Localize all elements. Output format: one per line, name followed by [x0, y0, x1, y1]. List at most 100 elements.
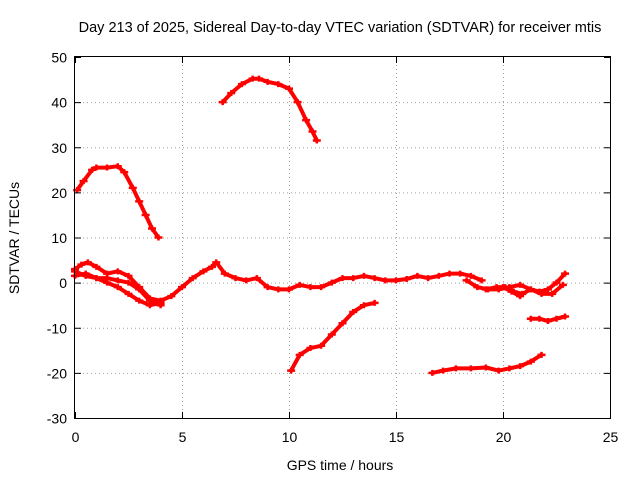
data-point [526, 315, 535, 322]
data-point [317, 342, 326, 349]
y-tick-label: 10 [51, 230, 67, 246]
y-tick-label: -10 [47, 320, 67, 336]
data-point [199, 268, 208, 275]
data-point [327, 279, 336, 286]
data-point [178, 284, 186, 291]
data-point [561, 313, 570, 320]
data-point [154, 234, 163, 241]
data-point [456, 270, 465, 277]
data-point [81, 272, 90, 279]
data-point [306, 284, 315, 291]
data-point [135, 286, 144, 293]
data-point [218, 99, 227, 106]
data-point [167, 293, 176, 300]
x-tick-label: 5 [179, 429, 187, 445]
data-point [295, 351, 304, 358]
data-point [535, 288, 544, 295]
data-point [274, 81, 283, 88]
data-point [285, 85, 293, 92]
data-point [207, 263, 216, 270]
data-point [212, 259, 221, 266]
data-point [338, 275, 347, 282]
data-point [516, 281, 525, 288]
data-point [308, 128, 317, 135]
data-point [424, 275, 433, 282]
data-point [255, 75, 264, 82]
chart-title: Day 213 of 2025, Sidereal Day-to-day VTE… [79, 20, 602, 36]
data-point [124, 290, 133, 297]
data-point [88, 166, 97, 173]
data-point [274, 286, 283, 293]
data-point [92, 275, 101, 282]
grid-lines [75, 57, 610, 418]
data-point [494, 367, 503, 374]
data-point [242, 277, 251, 284]
y-tick-label: 30 [51, 140, 67, 156]
data-point [141, 211, 150, 218]
x-tick-label: 0 [72, 429, 80, 445]
data-point [113, 163, 122, 170]
data-point [124, 279, 133, 286]
y-tick-label: 40 [51, 95, 67, 111]
data-point [83, 259, 92, 266]
data-point [124, 272, 133, 279]
data-point [113, 284, 122, 291]
data-point [552, 315, 561, 322]
data-point [135, 198, 144, 205]
data-point [293, 99, 302, 106]
data-point [558, 281, 567, 288]
data-point [148, 225, 157, 232]
axis-ticks [75, 57, 611, 419]
data-point [103, 275, 112, 282]
data-point [220, 270, 229, 277]
data-point [466, 365, 475, 372]
data-point [543, 286, 552, 293]
data-point [103, 164, 112, 171]
x-axis-title: GPS time / hours [287, 457, 394, 473]
data-point [428, 369, 437, 376]
data-point [349, 308, 358, 315]
y-tick-label: -20 [47, 365, 67, 381]
data-point [79, 178, 88, 185]
data-point [561, 270, 570, 277]
y-axis-title: SDTVAR / TECUs [6, 182, 22, 294]
data-point [77, 261, 86, 268]
data-point [434, 272, 443, 279]
data-point [507, 288, 516, 295]
data-point [312, 137, 321, 144]
data-point [481, 364, 490, 371]
x-tick-label: 25 [603, 429, 619, 445]
data-point [392, 277, 400, 284]
data-point [113, 277, 122, 284]
data-point [263, 284, 272, 291]
plot-frame [74, 56, 611, 419]
data-point [285, 286, 293, 293]
data-point [445, 270, 454, 277]
data-point [505, 365, 514, 372]
data-point [349, 275, 358, 282]
data-point [462, 277, 471, 284]
data-point [145, 297, 154, 304]
data-point [537, 351, 546, 358]
x-tick-label: 10 [282, 429, 298, 445]
data-point [252, 275, 261, 282]
x-tick-label: 20 [496, 429, 512, 445]
data-point [543, 317, 552, 324]
data-point [552, 279, 561, 286]
data-point [402, 276, 411, 283]
series-line-arc-7 [430, 352, 544, 375]
y-tick-label: -30 [47, 411, 67, 427]
data-point [302, 117, 311, 124]
data-point [473, 284, 482, 291]
data-point [113, 268, 122, 275]
data-point [263, 78, 272, 85]
data-point [535, 315, 544, 322]
data-point [135, 297, 144, 304]
data-point [359, 302, 368, 309]
data-point [516, 363, 525, 370]
data-point [516, 293, 525, 300]
data-point [381, 277, 390, 284]
y-tick-label: 50 [51, 50, 67, 66]
